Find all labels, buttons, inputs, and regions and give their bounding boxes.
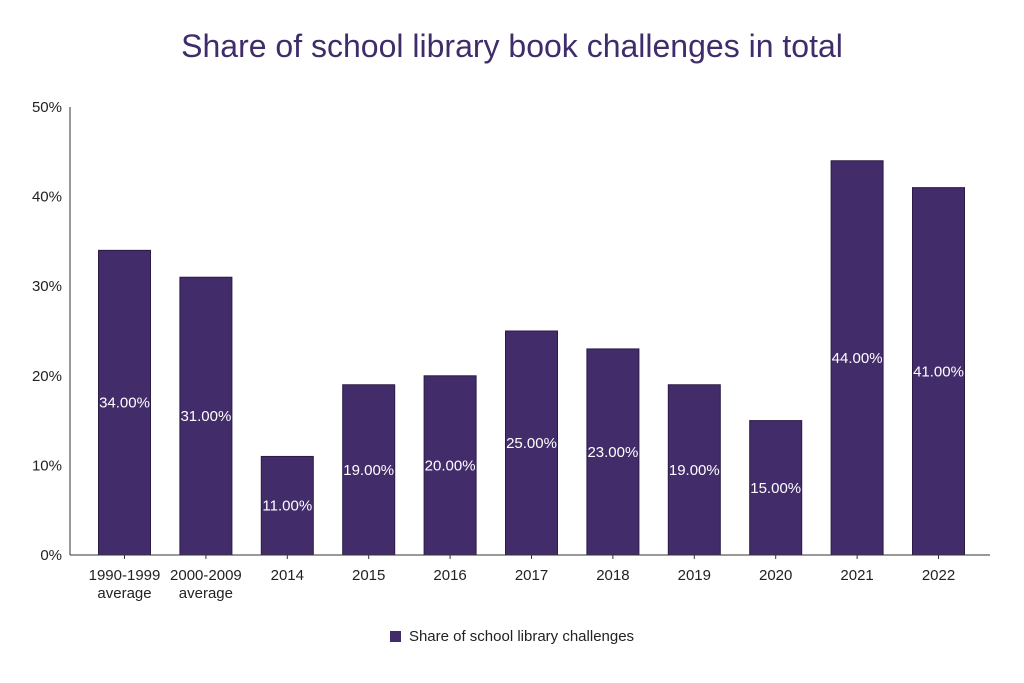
bar-data-label: 15.00% <box>750 480 801 497</box>
legend: Share of school library challenges <box>0 628 1024 645</box>
x-tick-label: 2017 <box>515 567 548 584</box>
x-tick-label: average <box>179 585 233 602</box>
bar-data-label: 41.00% <box>913 363 964 380</box>
x-tick-label: 2000-2009 <box>170 567 242 584</box>
x-tick-label: 2022 <box>922 567 955 584</box>
bar-data-label: 20.00% <box>425 457 476 474</box>
y-tick-label: 20% <box>32 368 62 385</box>
bar-data-label: 23.00% <box>587 444 638 461</box>
bar <box>586 348 640 556</box>
chart-title: Share of school library book challenges … <box>181 28 843 64</box>
legend-label: Share of school library challenges <box>408 628 635 645</box>
bar <box>505 330 558 556</box>
bars: 34.00% 31.00% 11.00% 19.00% 20.00% 25.00% 23.0… <box>98 160 965 556</box>
x-tick-label: 2020 <box>759 567 792 584</box>
bar <box>912 187 965 556</box>
bar <box>260 455 314 556</box>
x-tick-label: 2015 <box>352 567 385 584</box>
bar <box>830 160 884 556</box>
y-tick-label: 10% <box>32 457 62 474</box>
bar <box>749 420 803 556</box>
x-tick-label: 2019 <box>678 567 711 584</box>
x-tick-label: 2021 <box>840 567 873 584</box>
bar <box>98 249 151 556</box>
bar <box>423 375 477 556</box>
x-tick-label: average <box>97 585 151 602</box>
y-tick-label: 0% <box>40 547 62 564</box>
bar <box>342 384 396 556</box>
bar <box>667 384 721 556</box>
legend-swatch <box>389 631 401 642</box>
x-tick-label: 2014 <box>271 567 304 584</box>
y-tick-label: 30% <box>32 278 62 295</box>
y-axis: 0% 10% 20% 30% 40% 50% <box>32 99 71 564</box>
x-tick-label: 2016 <box>433 567 466 584</box>
x-tick-label: 2018 <box>596 567 629 584</box>
y-tick-label: 50% <box>32 99 62 116</box>
bar-data-label: 19.00% <box>669 462 720 479</box>
y-tick-label: 40% <box>32 189 62 206</box>
bar-data-label: 44.00% <box>832 350 883 367</box>
x-tick-label: 1990-1999 <box>89 567 161 584</box>
bar-data-label: 11.00% <box>262 498 312 515</box>
bar-data-label: 19.00% <box>343 462 394 479</box>
bar-data-label: 25.00% <box>506 435 557 452</box>
bar-data-label: 34.00% <box>99 395 150 412</box>
bar-data-label: 31.00% <box>180 408 231 425</box>
